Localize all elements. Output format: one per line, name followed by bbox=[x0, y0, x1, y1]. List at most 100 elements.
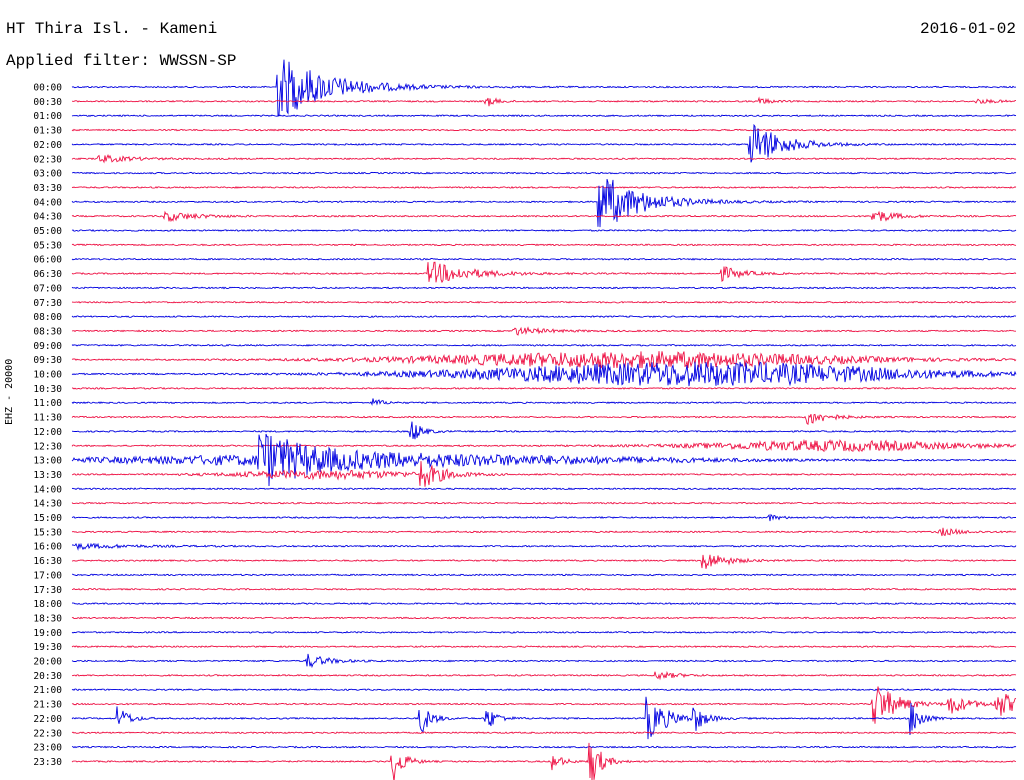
time-label: 05:00 bbox=[33, 226, 62, 237]
trace-line bbox=[71, 315, 1017, 319]
time-label: 09:00 bbox=[33, 341, 62, 352]
time-label: 13:30 bbox=[33, 470, 62, 481]
time-label: 20:30 bbox=[33, 671, 62, 682]
trace-line bbox=[71, 261, 1017, 284]
trace-line bbox=[71, 433, 1017, 487]
time-label: 05:30 bbox=[33, 240, 62, 251]
time-label: 21:30 bbox=[33, 700, 62, 711]
trace-line bbox=[71, 178, 1017, 228]
time-label: 18:00 bbox=[33, 599, 62, 610]
time-label: 14:30 bbox=[33, 499, 62, 510]
time-label: 02:30 bbox=[33, 154, 62, 165]
time-label: 00:30 bbox=[33, 97, 62, 108]
time-label: 01:00 bbox=[33, 111, 62, 122]
trace-line bbox=[71, 123, 1017, 163]
time-label: 09:30 bbox=[33, 355, 62, 366]
trace-line bbox=[71, 653, 1017, 669]
filter-label: Applied filter: WWSSN-SP bbox=[6, 52, 237, 70]
trace-line bbox=[71, 602, 1017, 606]
time-label: 08:00 bbox=[33, 312, 62, 323]
time-label: 23:30 bbox=[33, 757, 62, 768]
trace-line bbox=[71, 686, 1017, 724]
time-label: 10:30 bbox=[33, 384, 62, 395]
trace-line bbox=[71, 413, 1017, 425]
trace-line bbox=[71, 361, 1017, 387]
trace-line bbox=[71, 745, 1017, 749]
trace-line bbox=[71, 501, 1017, 505]
trace-line bbox=[71, 398, 1017, 407]
time-label: 19:00 bbox=[33, 628, 62, 639]
trace-line bbox=[71, 300, 1017, 304]
trace-line bbox=[71, 670, 1017, 681]
time-label: 07:00 bbox=[33, 283, 62, 294]
time-label: 12:30 bbox=[33, 441, 62, 452]
trace-line bbox=[71, 731, 1017, 735]
trace-line bbox=[71, 128, 1017, 132]
time-label: 14:00 bbox=[33, 484, 62, 495]
time-label: 11:00 bbox=[33, 398, 62, 409]
trace-line bbox=[71, 171, 1017, 175]
time-label: 17:30 bbox=[33, 585, 62, 596]
time-label: 22:00 bbox=[33, 714, 62, 725]
time-label: 16:00 bbox=[33, 542, 62, 553]
trace-line bbox=[71, 573, 1017, 577]
trace-line bbox=[71, 96, 1016, 107]
time-label: 06:00 bbox=[33, 255, 62, 266]
trace-line bbox=[71, 742, 1017, 780]
trace-line bbox=[71, 421, 1017, 440]
time-label: 11:30 bbox=[33, 413, 62, 424]
time-label: 18:30 bbox=[33, 613, 62, 624]
trace-line bbox=[71, 630, 1017, 634]
time-label: 19:30 bbox=[33, 642, 62, 653]
trace-line bbox=[71, 343, 1017, 347]
time-label: 22:30 bbox=[33, 728, 62, 739]
time-label: 20:00 bbox=[33, 657, 62, 668]
time-label: 16:30 bbox=[33, 556, 62, 567]
time-label: 12:00 bbox=[33, 427, 62, 438]
time-label: 23:00 bbox=[33, 743, 62, 754]
trace-line bbox=[71, 616, 1017, 620]
time-label: 02:00 bbox=[33, 140, 62, 151]
trace-line bbox=[71, 59, 1017, 116]
time-label: 15:30 bbox=[33, 527, 62, 538]
trace-line bbox=[71, 645, 1017, 649]
time-label: 07:30 bbox=[33, 298, 62, 309]
trace-line bbox=[71, 688, 1017, 692]
trace-line bbox=[71, 487, 1017, 491]
trace-line bbox=[71, 696, 1017, 740]
time-label: 00:00 bbox=[33, 83, 62, 94]
time-label: 13:00 bbox=[33, 456, 62, 467]
trace-line bbox=[71, 554, 1017, 569]
trace-line bbox=[71, 154, 1017, 164]
trace-line bbox=[71, 243, 1017, 247]
date-label: 2016-01-02 bbox=[919, 20, 1016, 38]
trace-line bbox=[71, 257, 1017, 261]
trace-line bbox=[71, 438, 1017, 453]
time-label: 03:30 bbox=[33, 183, 62, 194]
time-label: 21:00 bbox=[33, 685, 62, 696]
trace-line bbox=[71, 386, 1017, 390]
trace-line bbox=[71, 186, 1017, 189]
trace-line bbox=[71, 513, 1017, 522]
trace-line bbox=[71, 229, 1017, 232]
trace-line bbox=[71, 210, 1017, 223]
time-label: 17:00 bbox=[33, 570, 62, 581]
trace-line bbox=[72, 542, 1017, 551]
trace-line bbox=[71, 286, 1017, 290]
trace-line bbox=[71, 461, 1017, 487]
station-title: HT Thira Isl. - Kameni bbox=[6, 20, 218, 38]
time-label: 03:00 bbox=[33, 169, 62, 180]
time-label: 04:00 bbox=[33, 197, 62, 208]
trace-line bbox=[71, 114, 1017, 118]
time-label: 06:30 bbox=[33, 269, 62, 280]
time-label: 01:30 bbox=[33, 126, 62, 137]
time-label: 08:30 bbox=[33, 326, 62, 337]
time-label: 10:00 bbox=[33, 370, 62, 381]
time-label: 04:30 bbox=[33, 212, 62, 223]
trace-line bbox=[71, 351, 1017, 370]
trace-line bbox=[71, 527, 1017, 537]
trace-line bbox=[71, 326, 1016, 336]
time-label: 15:00 bbox=[33, 513, 62, 524]
trace-line bbox=[71, 587, 1017, 591]
